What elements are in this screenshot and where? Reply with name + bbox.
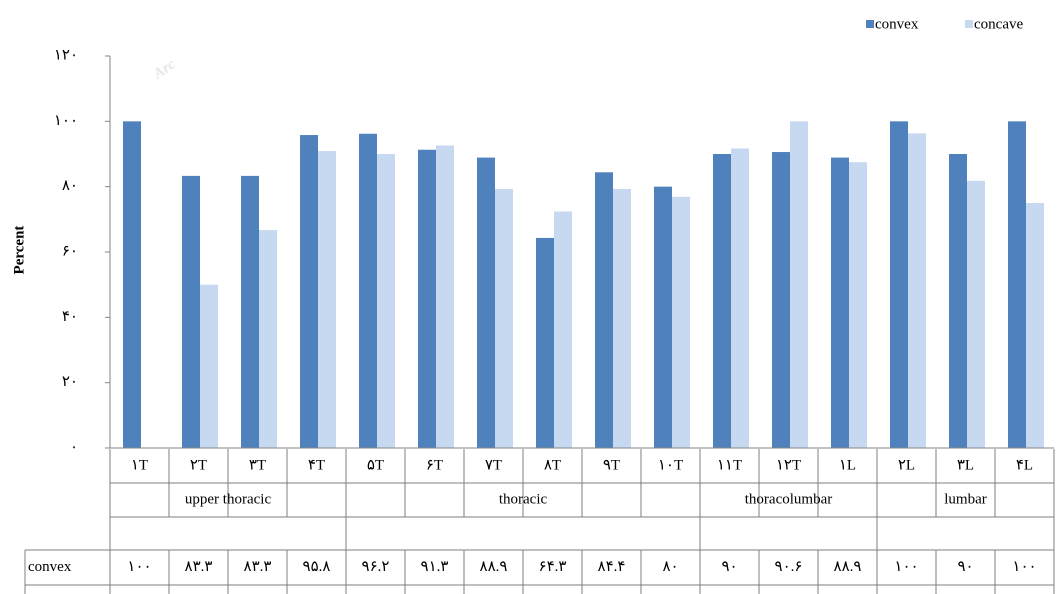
- table-value: ۹۰.۶: [775, 559, 803, 575]
- bar: [790, 121, 808, 448]
- table-value: ۹۵.۸: [303, 559, 331, 575]
- table-value: ۱۰۰: [127, 559, 151, 575]
- bar: [200, 284, 218, 448]
- x-tick-label: ۸T: [544, 457, 561, 473]
- group-label: lumbar: [944, 491, 987, 507]
- bar: [477, 157, 495, 449]
- table-value: ۹۰: [721, 559, 737, 575]
- legend-label: convex: [875, 16, 919, 32]
- x-tick-label: ۷T: [485, 457, 502, 473]
- y-tick-label: ۴۰: [62, 309, 78, 325]
- y-tick-label: ۰: [70, 439, 78, 455]
- table-value: ۸۳.۳: [244, 559, 272, 575]
- x-tick-label: ۹T: [603, 457, 620, 473]
- table-value: ۱۰۰: [1012, 559, 1036, 575]
- bar: [890, 121, 908, 448]
- table-value: ۸۴.۴: [598, 559, 626, 575]
- group-label: upper thoracic: [185, 491, 272, 507]
- table-value: ۶۴.۳: [539, 559, 567, 575]
- group-label: thoracolumbar: [745, 491, 832, 507]
- y-tick-label: ۱۲۰: [54, 47, 78, 63]
- bar: [831, 157, 849, 449]
- x-tick-label: ۴L: [1016, 457, 1033, 473]
- x-tick-label: ۱T: [131, 457, 148, 473]
- group-label: thoracic: [499, 491, 548, 507]
- bar: [1026, 203, 1044, 448]
- bar: [241, 175, 259, 449]
- bar: [595, 172, 613, 448]
- bar: [713, 154, 731, 448]
- bar: [849, 162, 867, 448]
- bar: [182, 175, 200, 449]
- x-tick-label: ۵T: [367, 457, 384, 473]
- bar: [1008, 121, 1026, 448]
- bar: [654, 186, 672, 448]
- watermark: Arc: [150, 56, 179, 83]
- x-tick-label: ۱L: [839, 457, 856, 473]
- x-tick-label: ۴T: [308, 457, 325, 473]
- bar: [672, 196, 690, 448]
- bar: [772, 152, 790, 449]
- bar: [259, 230, 277, 448]
- table-value: ۸۸.۹: [834, 559, 862, 575]
- bar: [908, 133, 926, 449]
- table-value: ۸۳.۳: [185, 559, 213, 575]
- bar: [436, 145, 454, 449]
- bar: [377, 154, 395, 448]
- table-value: ۹۰: [957, 559, 973, 575]
- y-tick-label: ۶۰: [62, 243, 78, 259]
- y-tick-label: ۸۰: [62, 178, 78, 194]
- bar: [967, 180, 985, 448]
- x-tick-label: ۶T: [426, 457, 443, 473]
- x-tick-label: ۳L: [957, 457, 974, 473]
- table-value: ۱۰۰: [894, 559, 918, 575]
- bar: [359, 133, 377, 448]
- x-tick-label: ۲L: [898, 457, 915, 473]
- legend-swatch: [965, 20, 973, 28]
- x-tick-label: ۱۱T: [717, 457, 742, 473]
- bar: [613, 188, 631, 448]
- bar: [418, 149, 436, 448]
- table-value: ۸۰: [662, 559, 678, 575]
- bar: [731, 148, 749, 449]
- bar: [300, 135, 318, 448]
- x-tick-label: ۱۲T: [776, 457, 801, 473]
- table-value: ۸۸.۹: [480, 559, 508, 575]
- y-tick-label: ۲۰: [62, 374, 78, 390]
- row-header: convex: [28, 559, 72, 575]
- legend-label: concave: [974, 16, 1023, 32]
- bar: [949, 154, 967, 448]
- x-tick-label: ۳T: [249, 457, 266, 473]
- y-tick-label: ۱۰۰: [54, 113, 78, 129]
- y-axis-label: Percent: [11, 226, 27, 275]
- table-value: ۹۶.۲: [362, 559, 390, 575]
- bar: [495, 188, 513, 448]
- table-value: ۹۱.۳: [421, 559, 449, 575]
- bar: [318, 151, 336, 448]
- legend-swatch: [866, 20, 874, 28]
- x-tick-label: ۲T: [190, 457, 207, 473]
- bar: [554, 211, 572, 448]
- x-tick-label: ۱۰T: [658, 457, 683, 473]
- bar: [123, 121, 141, 448]
- bar: [536, 237, 554, 448]
